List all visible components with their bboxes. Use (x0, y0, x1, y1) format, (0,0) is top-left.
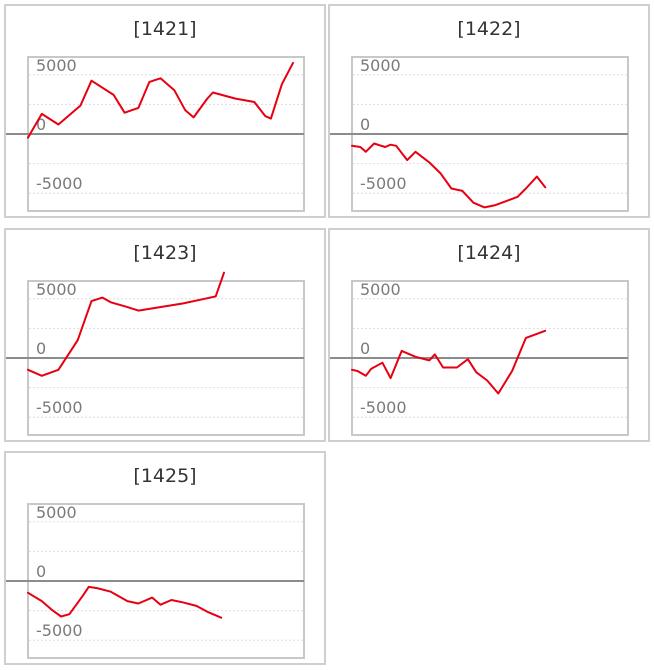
chart-svg: [1424] 5000 0 -5000 (330, 242, 629, 436)
chart-svg: [1425] 5000 0 -5000 (6, 465, 305, 659)
y-tick-label: 5000 (360, 280, 401, 299)
y-tick-label: -5000 (36, 621, 83, 640)
y-tick-label: 0 (36, 562, 46, 581)
chart-svg: [1421] 5000 0 -5000 (6, 18, 305, 212)
y-tick-label: 5000 (360, 56, 401, 75)
series-line (27, 585, 223, 619)
y-tick-label: -5000 (360, 398, 407, 417)
chart-panel-1423: [1423] 5000 0 -5000 (4, 228, 326, 442)
series-line (27, 271, 225, 377)
y-tick-label: 0 (36, 115, 46, 134)
y-tick-label: -5000 (36, 174, 83, 193)
chart-panel-1425: [1425] 5000 0 -5000 (4, 451, 326, 665)
y-tick-label: 0 (360, 115, 370, 134)
y-tick-label: -5000 (360, 174, 407, 193)
chart-title: [1421] (133, 18, 196, 40)
chart-title: [1424] (457, 242, 520, 264)
y-tick-label: 0 (36, 339, 46, 358)
chart-svg: [1423] 5000 0 -5000 (6, 242, 305, 436)
y-tick-label: 5000 (36, 503, 77, 522)
series-line (27, 61, 294, 139)
y-tick-label: -5000 (36, 398, 83, 417)
y-tick-label: 5000 (36, 280, 77, 299)
chart-svg: [1422] 5000 0 -5000 (330, 18, 629, 212)
chart-panel-1422: [1422] 5000 0 -5000 (328, 4, 650, 218)
series-line (351, 142, 547, 209)
chart-title: [1422] (457, 18, 520, 40)
series-line (351, 329, 547, 395)
chart-panel-1424: [1424] 5000 0 -5000 (328, 228, 650, 442)
y-tick-label: 5000 (36, 56, 77, 75)
chart-title: [1425] (133, 465, 196, 487)
chart-title: [1423] (133, 242, 196, 264)
y-tick-label: 0 (360, 339, 370, 358)
chart-panel-1421: [1421] 5000 0 -5000 (4, 4, 326, 218)
